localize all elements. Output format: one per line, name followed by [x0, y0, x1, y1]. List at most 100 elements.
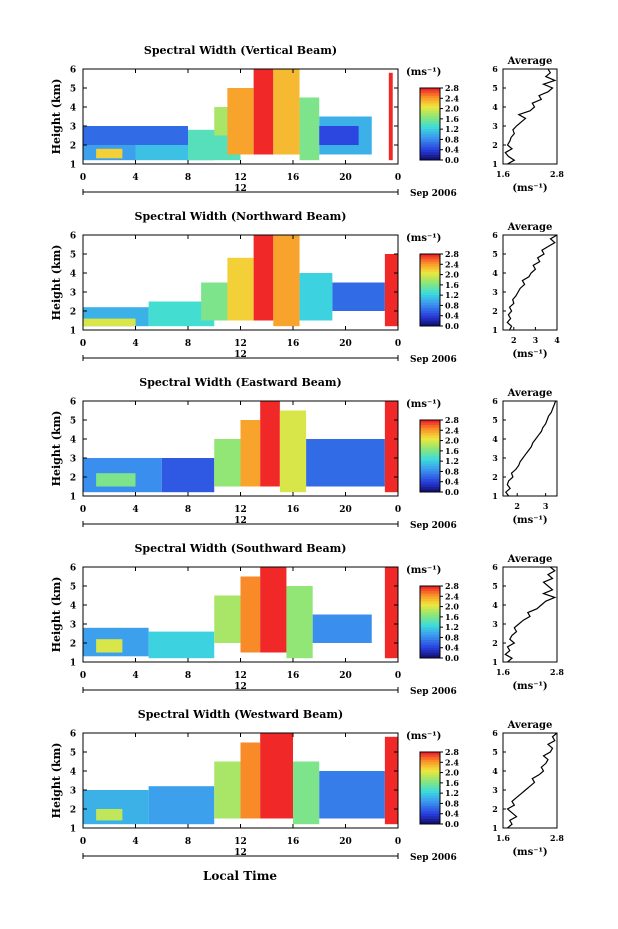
colorbar-swatch: [420, 780, 440, 784]
colorbar-label: (ms⁻¹): [406, 233, 441, 244]
panel-title: Spectral Width (Southward Beam): [134, 542, 346, 555]
colorbar-swatch: [420, 456, 440, 460]
colorbar-swatch: [420, 139, 440, 143]
x-tick-label: 16: [287, 173, 300, 183]
colorbar-tick-label: 2.4: [445, 259, 459, 269]
y-tick-label: 3: [70, 123, 76, 133]
average-y-tick-label: 3: [492, 785, 498, 795]
x-tick-label: 12: [234, 339, 247, 349]
panel-title: Spectral Width (Eastward Beam): [139, 376, 341, 389]
average-y-tick-label: 3: [492, 121, 498, 131]
average-xlabel: (ms⁻¹): [512, 681, 547, 692]
colorbar-tick-label: 2.4: [445, 425, 459, 435]
colorbar-swatch: [420, 800, 440, 804]
colorbar-swatch: [420, 443, 440, 447]
colorbar-tick-label: 2.8: [445, 581, 459, 591]
colorbar-tick-label: 0.8: [445, 466, 459, 476]
average-x-tick-label: 2.8: [550, 833, 564, 843]
colorbar-swatch: [420, 461, 440, 465]
x-tick-label: 4: [132, 505, 138, 515]
colorbar-swatch: [420, 777, 440, 781]
colorbar-swatch: [420, 655, 440, 659]
y-tick-label: 1: [70, 659, 76, 669]
heatmap-cells: [83, 235, 398, 327]
average-xlabel: (ms⁻¹): [512, 183, 547, 194]
colorbar-swatch: [420, 108, 440, 112]
heatmap-cell: [332, 282, 385, 311]
date-suffix: Sep 2006: [410, 687, 457, 697]
average-frame: [502, 68, 558, 165]
x-tick-label: 20: [339, 837, 352, 847]
colorbar-swatch: [420, 106, 440, 110]
colorbar-swatch: [420, 476, 440, 480]
average-x-tick-label: 4: [554, 335, 560, 345]
colorbar-swatch: [420, 320, 440, 324]
colorbar-swatch: [420, 259, 440, 263]
heatmap-cell: [299, 97, 320, 161]
y-tick-label: 4: [70, 436, 76, 446]
colorbar-swatch: [420, 290, 440, 294]
average-y-tick-label: 1: [492, 159, 498, 169]
colorbar-tick-label: 2.0: [445, 436, 459, 446]
average-y-tick-label: 5: [492, 581, 498, 591]
colorbar-tick-label: 1.6: [445, 280, 459, 290]
heatmap-cell: [83, 126, 188, 145]
colorbar-swatch: [420, 596, 440, 600]
average-y-tick-label: 4: [492, 600, 498, 610]
date-label: 12: [234, 848, 247, 858]
colorbar-swatch: [420, 611, 440, 615]
colorbar-tick-label: 0.0: [445, 487, 459, 497]
average-y-tick-label: 2: [492, 140, 498, 150]
colorbar-swatch: [420, 323, 440, 327]
y-axis-label: Height (km): [50, 743, 63, 819]
colorbar-swatch: [420, 622, 440, 626]
colorbar-swatch: [420, 126, 440, 130]
average-y-tick-label: 5: [492, 747, 498, 757]
colorbar-tick-label: 1.2: [445, 456, 459, 466]
y-tick-label: 5: [70, 749, 76, 759]
colorbar-swatch: [420, 627, 440, 631]
average-y-tick-label: 6: [492, 396, 498, 406]
bottom-xlabel: Local Time: [203, 869, 277, 883]
colorbar-swatch: [420, 808, 440, 812]
colorbar-swatch: [420, 486, 440, 490]
colorbar-swatch: [420, 764, 440, 768]
average-title: Average: [507, 554, 553, 565]
y-tick-label: 5: [70, 85, 76, 95]
colorbar-swatch: [420, 821, 440, 825]
colorbar-swatch: [420, 136, 440, 140]
colorbar-frame: [419, 751, 441, 825]
average-y-tick-label: 3: [492, 287, 498, 297]
x-tick-label: 0: [80, 173, 86, 183]
heatmap-cells: [83, 567, 398, 659]
colorbar-tick-label: 1.2: [445, 622, 459, 632]
x-tick-label: 0: [395, 505, 401, 515]
colorbar-swatch: [420, 468, 440, 472]
colorbar-swatch: [420, 471, 440, 475]
y-axis-label: Height (km): [50, 577, 63, 653]
y-tick-label: 2: [70, 640, 76, 650]
average-x-tick-label: 3: [543, 501, 549, 511]
colorbar-swatch: [420, 650, 440, 654]
colorbar-swatch: [420, 149, 440, 153]
colorbar-swatch: [420, 591, 440, 595]
colorbar-tick-label: 2.8: [445, 415, 459, 425]
colorbar-swatch: [420, 816, 440, 820]
colorbar-swatch: [420, 604, 440, 608]
colorbar-swatch: [420, 481, 440, 485]
panel-0: Spectral Width (Vertical Beam)123456Heig…: [50, 44, 564, 199]
panel-title: Spectral Width (Northward Beam): [135, 210, 347, 223]
average-y-tick-label: 5: [492, 83, 498, 93]
average-y-tick-label: 6: [492, 230, 498, 240]
colorbar-swatch: [420, 466, 440, 470]
heatmap-cell: [279, 410, 307, 493]
average-y-tick-label: 4: [492, 766, 498, 776]
colorbar-label: (ms⁻¹): [406, 731, 441, 742]
y-tick-label: 1: [70, 161, 76, 171]
heatmap-cell: [96, 639, 123, 653]
average-y-tick-label: 1: [492, 657, 498, 667]
colorbar-tick-label: 2.0: [445, 270, 459, 280]
average-y-tick-label: 2: [492, 306, 498, 316]
average-y-tick-label: 4: [492, 102, 498, 112]
heatmap-cell: [384, 401, 398, 493]
